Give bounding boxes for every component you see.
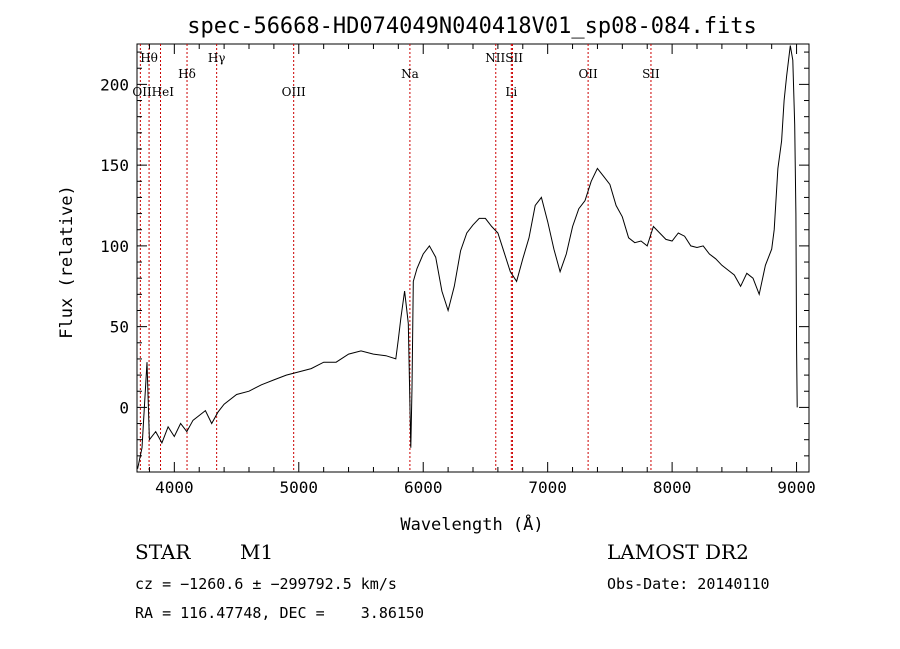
- x-tick-label: 9000: [777, 478, 816, 497]
- x-tick-label: 7000: [528, 478, 567, 497]
- chart-title: spec-56668-HD074049N040418V01_sp08-084.f…: [187, 14, 757, 39]
- y-tick-label: 50: [110, 318, 129, 337]
- x-tick-label: 4000: [155, 478, 194, 497]
- y-axis: 0 50 100 150 200: [100, 51, 809, 457]
- spectral-line-label: Li: [505, 85, 517, 99]
- y-tick-label: 0: [119, 398, 129, 417]
- plot-frame: [136, 43, 810, 473]
- spectral-line-label: OIIHeI: [132, 85, 174, 99]
- spectral-line-labels: Hθ Hγ NIISII Hδ Na OII SII OIIHeI OIII Li: [132, 51, 660, 99]
- survey-label: LAMOST DR2: [607, 540, 749, 564]
- spectral-line-markers: [139, 44, 652, 472]
- obs-date: Obs-Date: 20140110: [607, 575, 770, 593]
- spectral-line-label: OII: [578, 67, 598, 81]
- x-tick-label: 6000: [404, 478, 443, 497]
- x-axis: 4000 5000 6000 7000 8000 9000: [148, 44, 816, 497]
- y-tick-label: 100: [100, 237, 129, 256]
- object-subclass: M1: [240, 540, 274, 564]
- spectral-line-label: Hθ: [140, 51, 158, 65]
- redshift-line: cz = −1260.6 ± −299792.5 km/s: [135, 575, 397, 593]
- x-tick-label: 8000: [653, 478, 692, 497]
- spectral-line-label: Hδ: [178, 67, 196, 81]
- ra-dec-line: RA = 116.47748, DEC = 3.86150: [135, 604, 424, 622]
- y-tick-label: 150: [100, 156, 129, 175]
- y-tick-label: 200: [100, 75, 129, 94]
- spectral-line-label: SII: [642, 67, 660, 81]
- spectral-line-label: NIISII: [485, 51, 523, 65]
- x-axis-label: Wavelength (Å): [400, 513, 543, 535]
- spectral-line-label: Na: [401, 67, 419, 81]
- spectral-line-label: OIII: [282, 85, 306, 99]
- spectral-line-label: Hγ: [208, 51, 226, 65]
- y-axis-label: Flux (relative): [57, 185, 77, 339]
- x-tick-label: 5000: [280, 478, 319, 497]
- object-class: STAR: [135, 540, 191, 564]
- spectrum-series-line: [137, 45, 798, 469]
